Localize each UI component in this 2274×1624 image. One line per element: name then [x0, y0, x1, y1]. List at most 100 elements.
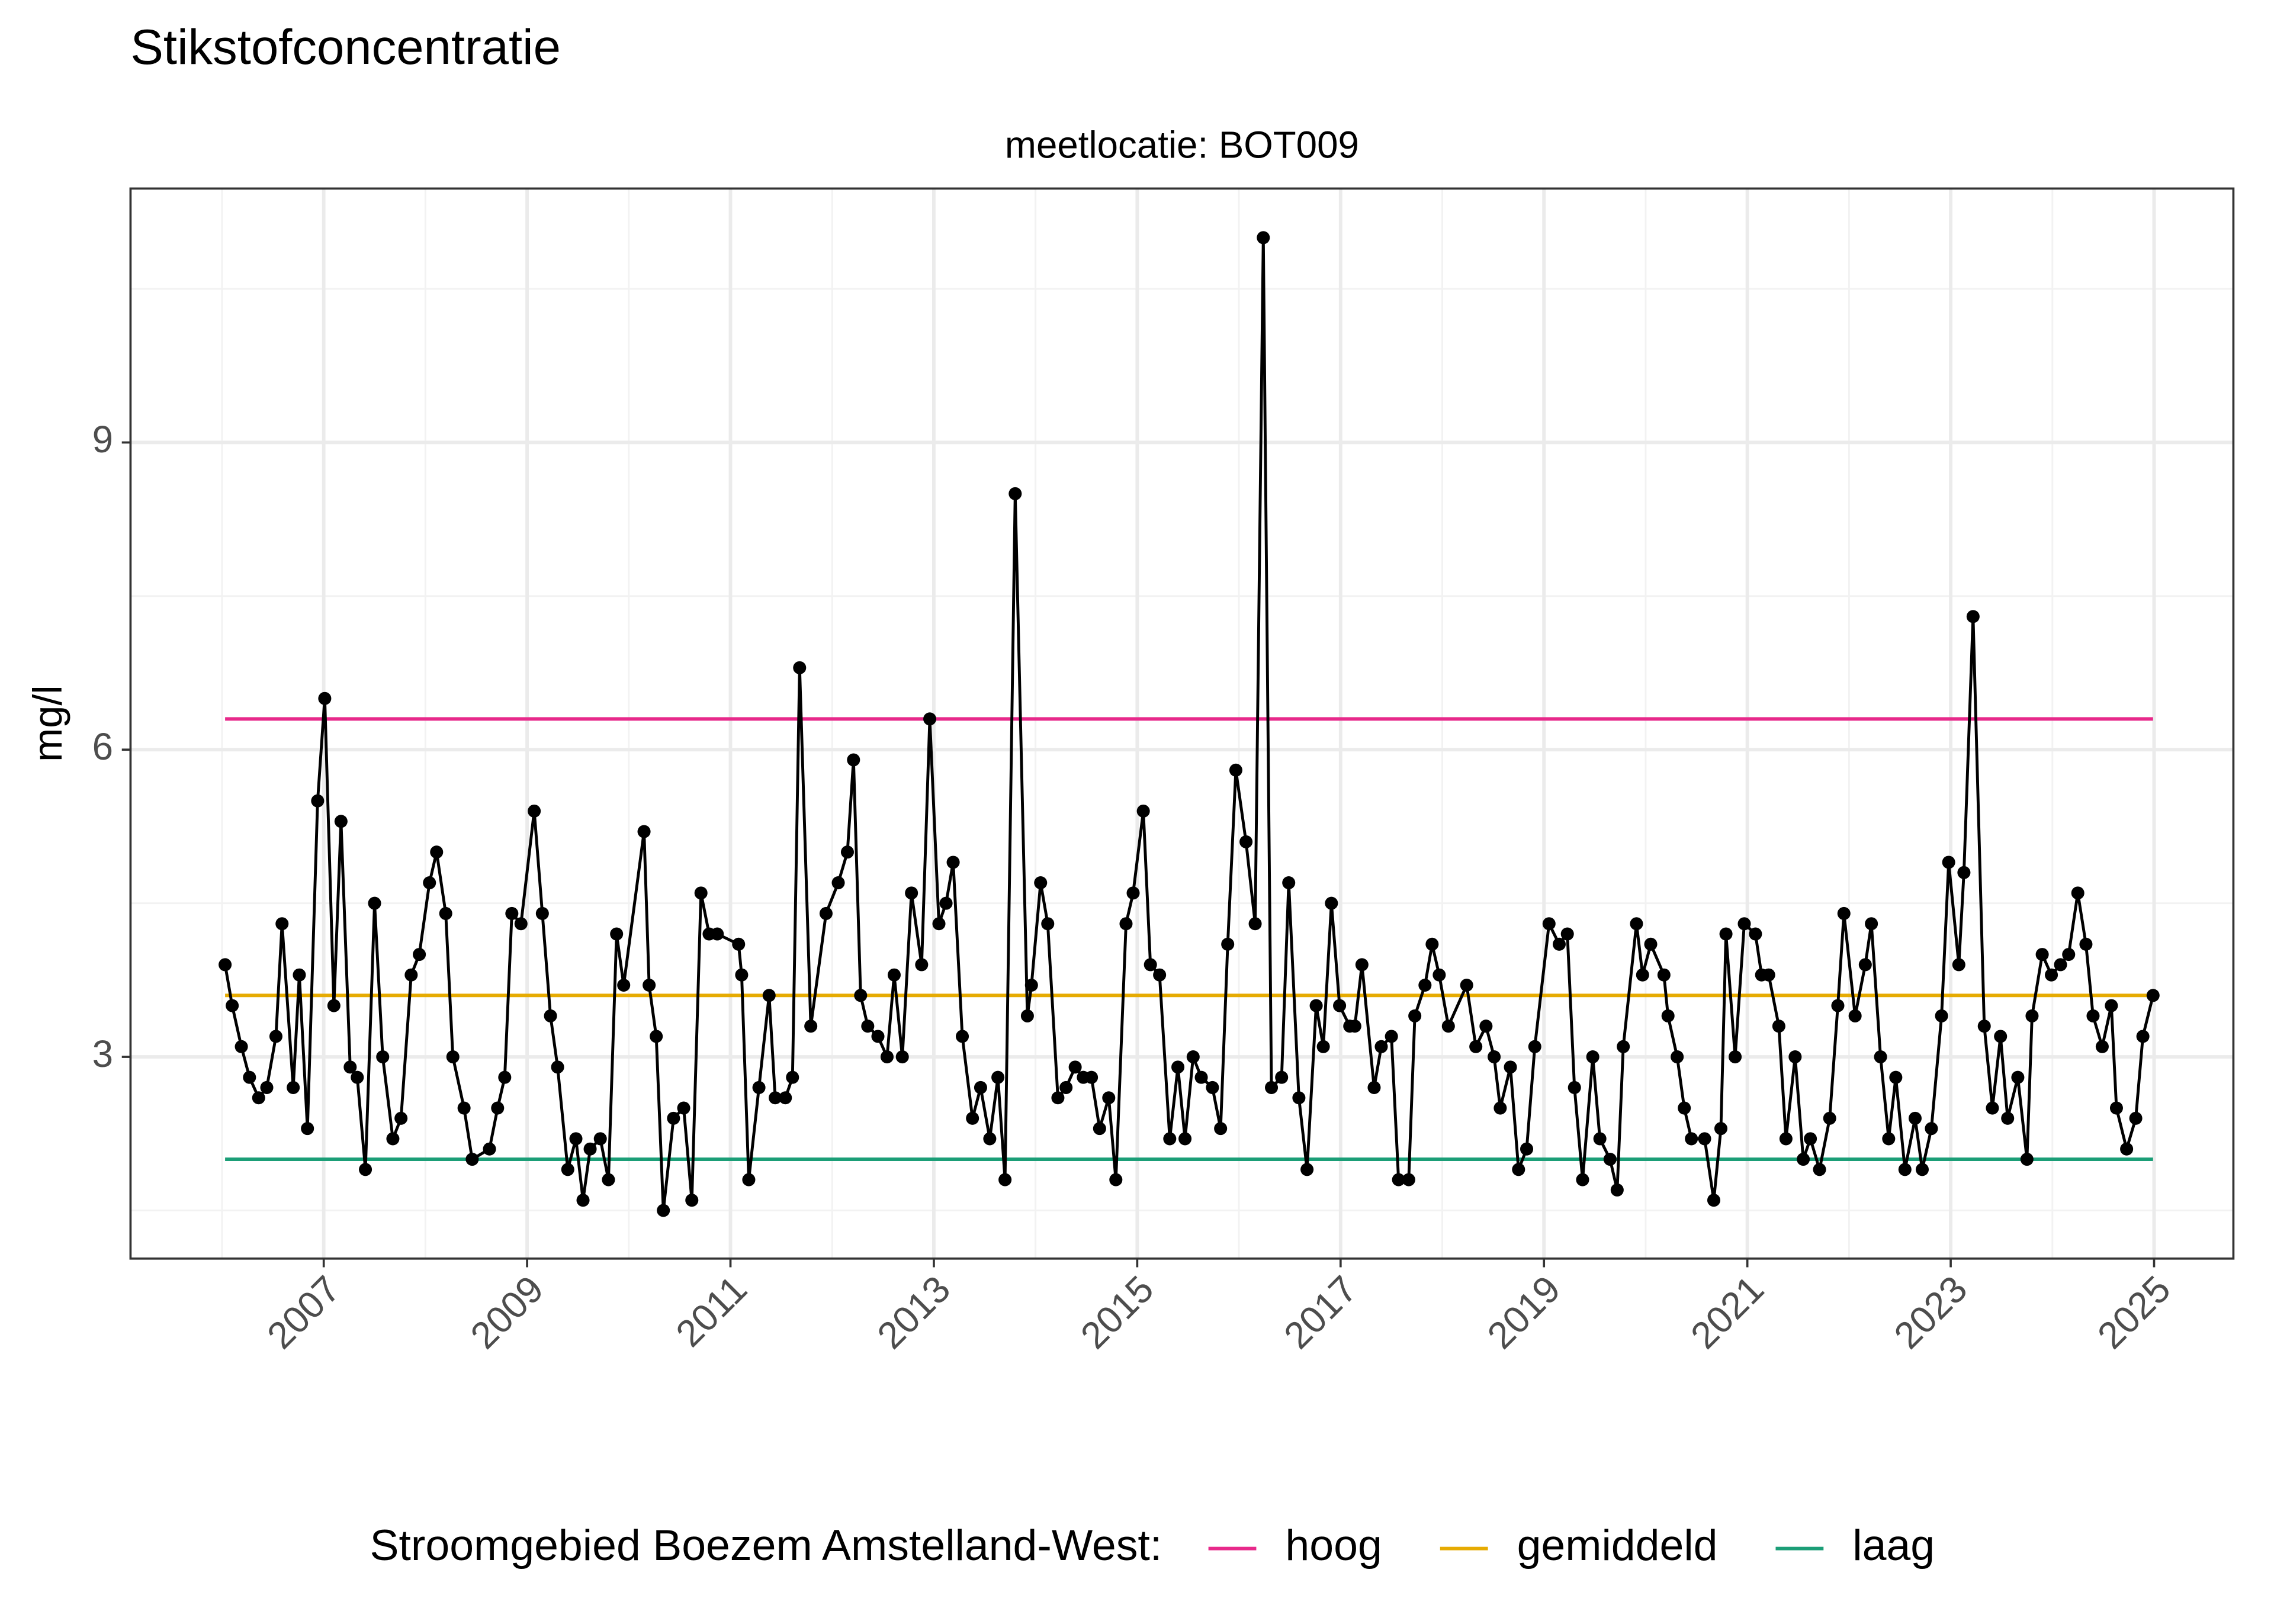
data-point — [505, 906, 519, 920]
data-point — [1194, 1070, 1208, 1084]
data-point — [1644, 937, 1658, 951]
legend-label: hoog — [1285, 1520, 1382, 1570]
data-point — [804, 1020, 818, 1033]
data-point — [1214, 1122, 1228, 1136]
data-point — [1034, 876, 1048, 890]
data-point — [1837, 906, 1851, 920]
data-point — [1586, 1050, 1599, 1064]
data-point — [974, 1080, 987, 1094]
data-point — [610, 927, 624, 941]
data-point — [742, 1173, 756, 1186]
data-point — [657, 1204, 670, 1217]
data-point — [2095, 1040, 2109, 1053]
data-point — [1788, 1050, 1802, 1064]
data-point — [1630, 917, 1643, 931]
data-point — [1348, 1020, 1361, 1033]
data-point — [1171, 1060, 1185, 1074]
data-point — [334, 815, 348, 828]
data-point — [1402, 1173, 1415, 1186]
data-point — [1221, 937, 1235, 951]
data-point — [1051, 1091, 1065, 1105]
data-point — [762, 989, 776, 1002]
data-point — [1309, 999, 1323, 1012]
data-point — [2001, 1111, 2015, 1125]
data-point — [2146, 989, 2160, 1002]
data-point — [861, 1020, 875, 1033]
data-point — [318, 692, 332, 705]
data-point — [939, 896, 953, 910]
data-point — [514, 917, 528, 931]
data-point — [966, 1111, 979, 1125]
data-point — [1374, 1040, 1388, 1053]
data-point — [732, 937, 746, 951]
data-point — [769, 1091, 782, 1105]
data-point — [219, 958, 232, 972]
data-point — [602, 1173, 615, 1186]
data-point — [831, 876, 845, 890]
data-point — [1772, 1020, 1785, 1033]
data-point — [1385, 1030, 1398, 1043]
data-point — [1248, 917, 1262, 931]
data-point — [923, 712, 937, 726]
data-point — [2020, 1153, 2034, 1166]
data-point — [1325, 896, 1338, 910]
y-tick-label: 9 — [92, 419, 113, 461]
data-point — [351, 1070, 364, 1084]
data-point — [1617, 1040, 1630, 1053]
data-point — [2120, 1142, 2134, 1156]
data-point — [1367, 1080, 1381, 1094]
data-point — [1848, 1009, 1862, 1022]
data-point — [1898, 1163, 1912, 1176]
data-point — [1882, 1132, 1896, 1146]
data-point — [1952, 958, 1965, 972]
data-point — [880, 1050, 894, 1064]
data-point — [376, 1050, 390, 1064]
data-point — [983, 1132, 997, 1146]
data-point — [1858, 958, 1872, 972]
data-point — [1908, 1111, 1922, 1125]
x-tick-label: 2025 — [2090, 1268, 2179, 1356]
data-point — [1719, 927, 1733, 941]
data-point — [1737, 917, 1751, 931]
data-point — [840, 845, 855, 859]
data-point — [1085, 1070, 1099, 1084]
data-point — [793, 661, 807, 674]
legend-title: Stroomgebied Boezem Amstelland-West: — [370, 1520, 1162, 1570]
data-point — [1678, 1101, 1691, 1115]
data-point — [1441, 1020, 1455, 1033]
data-point — [593, 1132, 607, 1146]
data-point — [226, 999, 239, 1012]
data-point — [1593, 1132, 1607, 1146]
data-point — [735, 968, 749, 982]
data-point — [404, 968, 418, 982]
data-point — [1136, 804, 1150, 818]
data-point — [998, 1173, 1012, 1186]
data-point — [1966, 610, 1980, 623]
data-point — [1935, 1009, 1948, 1022]
data-point — [1020, 1009, 1034, 1022]
data-point — [677, 1101, 690, 1115]
data-point — [1126, 886, 1140, 900]
data-point — [1008, 487, 1022, 500]
data-point — [1542, 917, 1556, 931]
x-tick-label: 2015 — [1072, 1268, 1161, 1356]
data-point — [439, 906, 452, 920]
data-point — [311, 794, 325, 808]
data-point — [528, 804, 541, 818]
data-point — [1257, 231, 1270, 245]
data-point — [617, 978, 631, 992]
data-point — [847, 753, 860, 767]
data-point — [243, 1070, 256, 1084]
data-point — [1229, 763, 1242, 777]
data-point — [1942, 856, 1955, 869]
data-point — [498, 1070, 512, 1084]
data-point — [2062, 948, 2076, 961]
data-point — [1797, 1153, 1810, 1166]
data-point — [576, 1194, 590, 1207]
data-point — [544, 1009, 557, 1022]
data-point — [955, 1030, 969, 1043]
data-point — [1823, 1111, 1836, 1125]
data-point — [854, 989, 868, 1002]
data-point — [1469, 1040, 1483, 1053]
data-point — [1418, 978, 1432, 992]
